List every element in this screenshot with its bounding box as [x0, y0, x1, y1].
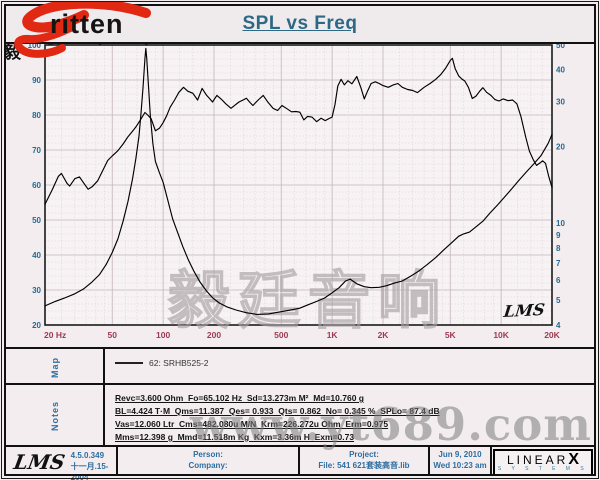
note-line: Vas=12.060 Ltr Cms=482.080u M/N Krm=226.… [115, 419, 389, 429]
x-tick: 2K [378, 330, 390, 340]
y-right-tick: 40 [556, 66, 565, 75]
footer-row: LMS 4.5.0.349 十一月.15-2004 Person: Compan… [6, 445, 594, 480]
y-right-tick: 9 [556, 231, 561, 240]
x-tick: 20 Hz [44, 330, 66, 340]
footer-version-cell: LMS 4.5.0.349 十一月.15-2004 [6, 447, 118, 480]
file-label: File: 541 621套装高音.lib [318, 461, 410, 470]
note-line: Revc=3.600 Ohm Fo=65.102 Hz Sd=13.273m M… [115, 393, 364, 403]
footer-person-cell: Person: Company: [118, 447, 300, 476]
y-left-tick: 80 [32, 111, 41, 120]
x-tick: 100 [156, 330, 170, 340]
logo-wordmark: ritten [50, 9, 124, 39]
time-label: Wed 10:23 am [433, 461, 487, 470]
company-label: Company: [188, 461, 228, 470]
site-watermark: www.yt689.com [190, 398, 592, 451]
x-tick: 5K [445, 330, 457, 340]
linearx-wordmark: LINEAR [506, 452, 569, 467]
footer-brand-cell: LINEARX S Y S T E M S [492, 447, 594, 476]
y-right-tick: 10 [556, 219, 565, 228]
y-right-tick: 6 [556, 276, 561, 285]
y-left-tick: 60 [32, 181, 41, 190]
eritten-logo: ritten [6, 0, 196, 62]
notes-row: Notes Revc=3.600 Ohm Fo=65.102 Hz Sd=13.… [6, 383, 594, 447]
legend-text: 62: SRHB525-2 [149, 358, 209, 368]
y-left-tick: 20 [32, 321, 41, 330]
note-line: Mms=12.398 g Mmd=11.518m Kg Kxm=3.36m H … [115, 432, 355, 442]
x-tick: 200 [207, 330, 221, 340]
page-title: SPL vs Freq [242, 13, 358, 34]
y-right-tick: 7 [556, 259, 561, 268]
lms-script-mark: LMS [502, 299, 546, 322]
curve-spl [44, 57, 553, 205]
y-right-tick: 5 [556, 296, 561, 305]
x-tick: 20K [544, 330, 560, 340]
map-row: Map 62: SRHB525-2 [6, 347, 594, 385]
map-side-cell: Map [6, 349, 105, 385]
y-left-tick: 90 [32, 76, 41, 85]
linearx-x: X [568, 450, 580, 468]
y-left-tick: 100 [28, 41, 42, 50]
x-tick: 50 [108, 330, 118, 340]
lms-logo: LMS [11, 450, 67, 474]
notes-content: Revc=3.600 Ohm Fo=65.102 Hz Sd=13.273m M… [105, 385, 440, 447]
logo-swoosh-icon [14, 2, 151, 58]
y-left-tick: 50 [32, 216, 41, 225]
person-label: Person: [193, 450, 223, 459]
y-right-tick: 50 [556, 41, 565, 50]
version-number: 4.5.0.349 [70, 451, 105, 460]
x-tick: 10K [493, 330, 509, 340]
y-right-tick: 20 [556, 142, 565, 151]
x-tick: 500 [274, 330, 288, 340]
legend: 62: SRHB525-2 [105, 349, 209, 385]
version-date: 十一月.15-2004 [70, 462, 109, 480]
y-right-tick: 30 [556, 97, 565, 106]
y-left-tick: 40 [32, 251, 41, 260]
curve-impedance [44, 47, 553, 315]
notes-side-cell: Notes [6, 385, 105, 447]
footer-project-cell: Project: File: 541 621套装高音.lib [300, 447, 430, 476]
notes-label: Notes [49, 400, 60, 431]
linearx-systems: S Y S T E M S [497, 465, 589, 472]
y-left-tick: 30 [32, 286, 41, 295]
project-label: Project: [349, 450, 379, 459]
y-right-tick: 8 [556, 244, 561, 253]
x-tick: 1K [327, 330, 339, 340]
y-left-tick: 70 [32, 146, 41, 155]
legend-line-swatch [115, 362, 143, 364]
y-right-tick: 4 [556, 321, 561, 330]
note-line: BL=4.424 T·M Qms=11.387 Qes= 0.933 Qts= … [115, 406, 440, 416]
linearx-logo: LINEARX S Y S T E M S [493, 449, 593, 476]
title-bar: SPL vs Freq [6, 6, 594, 44]
date-label: Jun 9, 2010 [438, 450, 482, 459]
plot-watermark: 毅廷音响 [167, 266, 449, 337]
map-label: Map [49, 356, 60, 378]
footer-date-cell: Jun 9, 2010 Wed 10:23 am [430, 447, 492, 476]
